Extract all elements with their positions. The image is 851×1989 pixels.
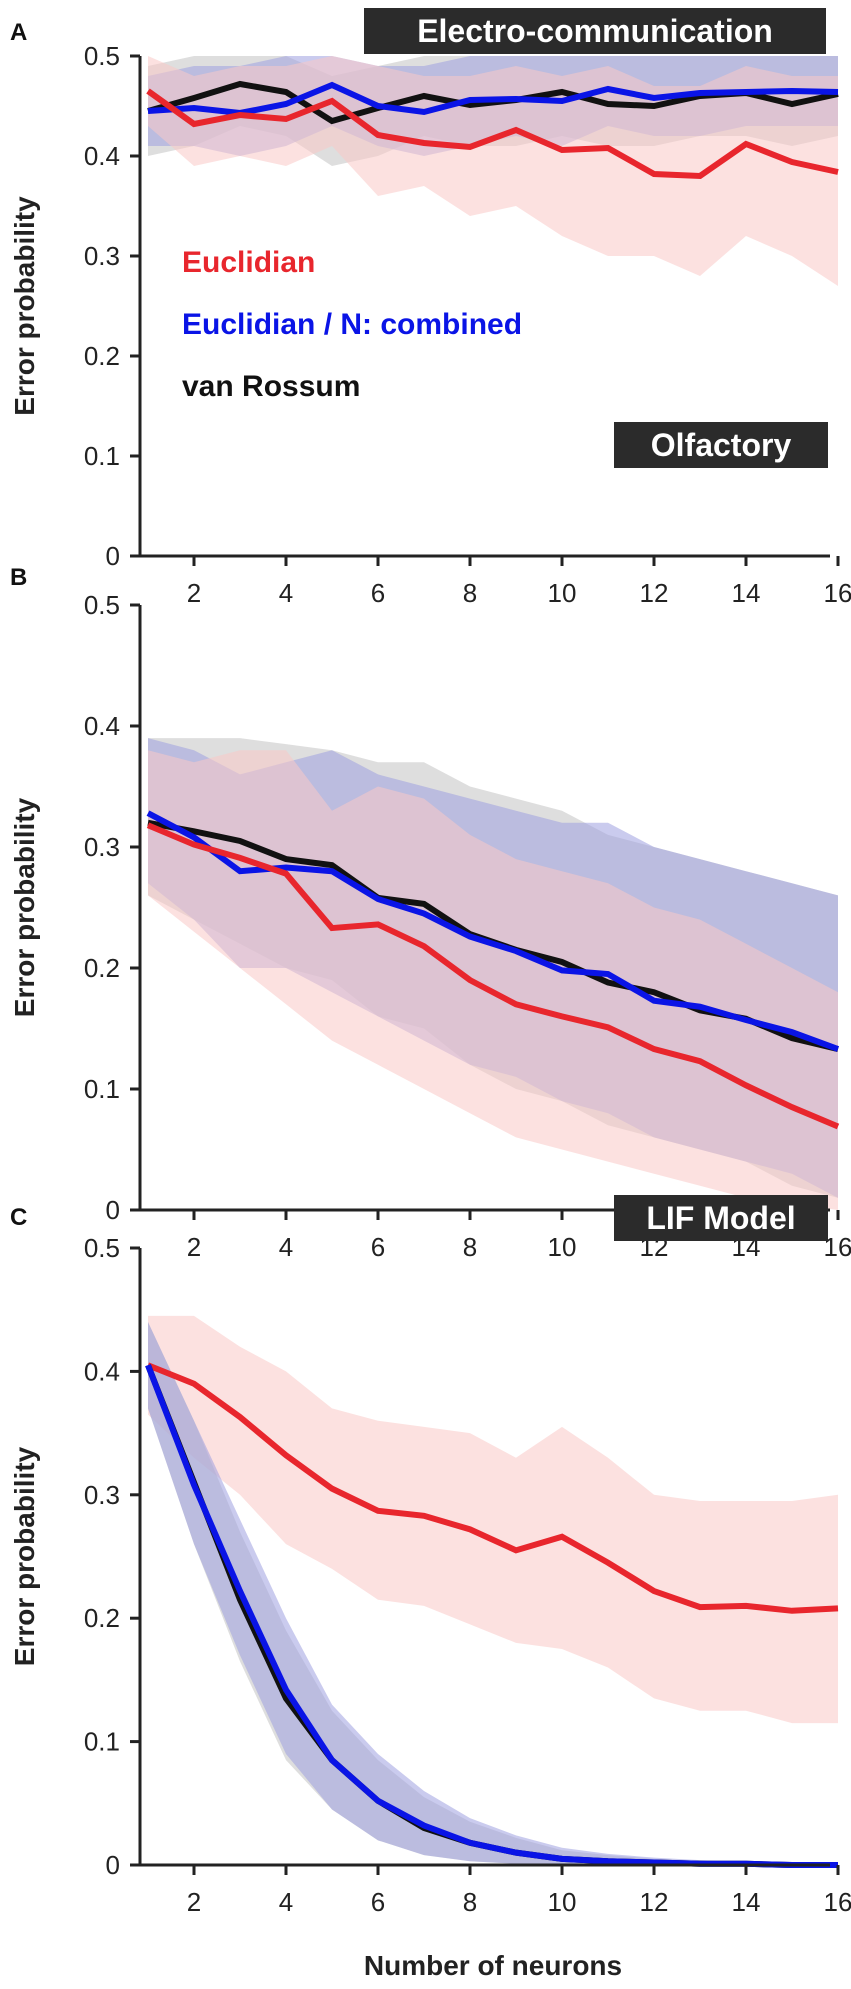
y-axis-title: Error probability	[9, 196, 40, 416]
x-tick-label: 2	[187, 1232, 201, 1262]
y-tick-label: 0.3	[84, 832, 120, 862]
panel-letter: C	[10, 1204, 27, 1231]
y-tick-label: 0	[106, 1850, 120, 1880]
y-tick-label: 0.1	[84, 1074, 120, 1104]
x-tick-label: 6	[371, 578, 385, 608]
x-tick-label: 16	[824, 578, 851, 608]
y-tick-label: 0.4	[84, 1356, 120, 1386]
panel-title: Olfactory	[651, 427, 792, 463]
x-tick-label: 4	[279, 1887, 293, 1917]
x-tick-label: 2	[187, 1887, 201, 1917]
y-axis-title: Error probability	[9, 797, 40, 1017]
x-tick-label: 16	[824, 1232, 851, 1262]
x-tick-label: 14	[732, 1887, 761, 1917]
y-tick-label: 0.3	[84, 1480, 120, 1510]
legend: Euclidian Euclidian / N: combined van Ross…	[182, 246, 522, 403]
x-tick-label: 10	[548, 1887, 577, 1917]
x-tick-label: 14	[732, 578, 761, 608]
panel-letter: B	[10, 564, 27, 591]
x-tick-label: 6	[371, 1887, 385, 1917]
y-tick-label: 0	[106, 1195, 120, 1225]
x-tick-label: 8	[463, 578, 477, 608]
x-tick-label: 16	[824, 1887, 851, 1917]
y-tick-label: 0.5	[84, 1233, 120, 1263]
x-tick-label: 10	[548, 1232, 577, 1262]
series-line-euclidian	[146, 88, 839, 180]
series-line-euclidian-n-combined	[147, 81, 839, 117]
panel-title-box	[614, 1195, 828, 1241]
y-tick-label: 0.2	[84, 1603, 120, 1633]
series-line-euclidian	[146, 1362, 839, 1614]
series-line-euclidian-n-combined	[146, 810, 840, 1052]
band-euclidian-n-combined	[148, 1322, 838, 1865]
x-tick-label: 10	[548, 578, 577, 608]
y-tick-label: 0.1	[84, 1727, 120, 1757]
y-tick-label: 0.4	[84, 141, 120, 171]
x-tick-label: 2	[187, 578, 201, 608]
y-tick-label: 0.4	[84, 711, 120, 741]
x-tick-label: 6	[371, 1232, 385, 1262]
y-tick-label: 0.2	[84, 953, 120, 983]
x-tick-label: 12	[640, 578, 669, 608]
legend-entry-euclidian-n-combined: Euclidian / N: combined	[182, 308, 522, 341]
x-tick-label: 8	[463, 1232, 477, 1262]
legend-entry-van-rossum: van Rossum	[182, 370, 360, 403]
y-tick-label: 0.5	[84, 590, 120, 620]
panel-title-box	[614, 422, 828, 468]
y-tick-label: 0	[106, 541, 120, 571]
x-tick-label: 12	[640, 1887, 669, 1917]
panel-title-box	[364, 8, 826, 54]
x-axis-title: Number of neurons	[364, 1950, 622, 1981]
y-axis-title: Error probability	[9, 1446, 40, 1666]
y-tick-label: 0.5	[84, 41, 120, 71]
x-tick-label: 8	[463, 1887, 477, 1917]
band-euclidian	[148, 1315, 838, 1724]
panel-c: C LIF Model 0 0.1 0.2 0.3 0.4 0.5 2 4 6 8 10 12 14 16 Er…	[9, 1195, 851, 1981]
panel-letter: A	[10, 19, 27, 46]
panel-b: B Olfactory 0 0.1 0.2 0.3 0.4 0.5 2 4 6 8 10 12 14 16 Er…	[9, 422, 851, 1262]
y-tick-label: 0.2	[84, 341, 120, 371]
panel-a: A Electro-communication 0 0.1 0.2 0.3 0.4 0.5 2 4…	[9, 8, 851, 608]
y-tick-label: 0.3	[84, 241, 120, 271]
panel-title: Electro-communication	[417, 13, 773, 49]
series-line-euclidian	[146, 822, 840, 1130]
x-tick-label: 4	[279, 578, 293, 608]
legend-entry-euclidian: Euclidian	[182, 246, 315, 279]
x-tick-label: 4	[279, 1232, 293, 1262]
panel-title: LIF Model	[646, 1200, 795, 1236]
y-tick-label: 0.1	[84, 441, 120, 471]
